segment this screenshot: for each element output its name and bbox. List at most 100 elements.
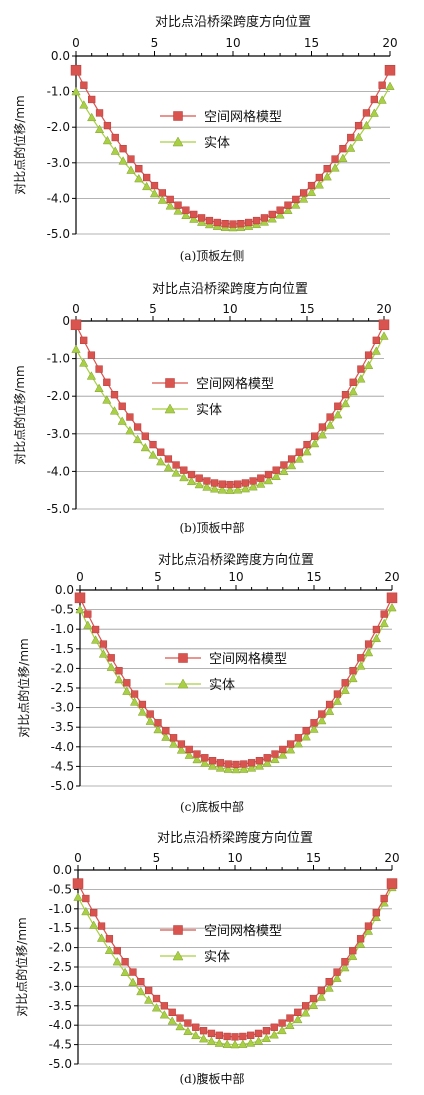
data-point-triangle [363,360,374,369]
data-point-square [160,1002,168,1010]
data-point-square [372,336,380,344]
y-tick-label: -2.5 [49,960,72,974]
data-point-square [216,759,225,767]
data-point-square [364,922,373,930]
x-tick-label: 20 [382,36,397,50]
data-point-square [286,1014,294,1022]
data-point-triangle [299,194,309,203]
data-point-triangle [186,476,197,486]
data-point-triangle [159,1010,169,1019]
y-tick-label: -5.0 [51,779,74,793]
data-point-square [141,432,149,440]
data-point-square [331,155,339,163]
y-tick-label: -2.0 [49,941,72,955]
data-point-square [90,909,98,917]
data-point-triangle [90,635,101,644]
data-point-triangle [285,744,296,754]
data-point-triangle [317,429,328,439]
y-axis-label: 对比点的位移/mm [16,638,31,737]
data-point-triangle [79,100,89,109]
data-point-square [185,745,193,754]
data-point-square [218,480,226,488]
data-point-square [347,133,355,142]
y-tick-label: -3.5 [49,999,72,1013]
data-point-square [210,479,219,487]
data-point-square [270,1023,278,1031]
data-point-square [349,946,357,955]
x-tick-label: 15 [306,851,321,865]
chart-title: 对比点沿桥梁跨度方向位置 [155,14,311,30]
data-point-triangle [387,602,397,612]
data-point-triangle [96,933,107,942]
data-point-triangle [144,995,154,1004]
data-point-square [135,165,143,173]
data-point-triangle [71,344,81,353]
data-point-square [130,690,139,698]
chart-b-plot: 对比点沿桥梁跨度方向位置 0 -1.0 -2.0 -3.0 -4.0 -5.0 0 5 10 15 2… [12,281,392,516]
x-tick-label: 15 [299,302,314,316]
data-point-triangle [167,1016,177,1025]
x-tick-label: 5 [149,302,157,316]
data-point-square [74,592,86,604]
data-point-triangle [301,1008,311,1017]
data-point-square [279,745,287,754]
data-point-triangle [171,468,181,477]
x-tick-label: 20 [384,851,399,865]
x-tick-label: 15 [306,570,321,584]
data-point-triangle [379,618,389,628]
y-tick-label: -4.5 [51,759,74,773]
data-point-triangle [369,108,379,117]
data-point-square [190,210,198,219]
chart-title: 对比点沿桥梁跨度方向位置 [157,830,313,846]
data-point-square [241,479,250,487]
data-point-triangle [163,462,174,472]
data-point-square [294,734,303,742]
data-point-triangle [79,358,89,367]
legend-label: 空间网格模型 [196,376,274,392]
data-point-square [310,719,318,727]
data-point-triangle [314,180,324,189]
data-point-triangle [120,967,130,977]
data-point-triangle [348,951,358,960]
x-tick-label: 10 [222,302,237,316]
data-point-square [323,165,331,173]
legend-label: 空间网格模型 [209,651,287,667]
data-point-square [70,64,82,76]
data-point-triangle [332,973,342,982]
data-point-square [372,909,380,917]
chart-panel-d: 对比点沿桥梁跨度方向位置 0.0 -0.5 -1.0 -1.5 -2.0 -2.5 -3.0 -… [0,826,424,1095]
data-point-triangle [230,1039,240,1049]
data-point-triangle [206,1036,217,1045]
caption-b: (b)顶板中部 [179,521,245,535]
data-point-triangle [215,763,226,772]
data-point-square [318,710,326,718]
legend-triangle-icon [172,950,184,961]
y-tick-label: -1.0 [47,85,70,99]
data-point-square [87,351,96,359]
data-point-square [95,365,103,373]
data-point-triangle [106,662,116,671]
data-point-square [356,935,365,943]
data-point-triangle [348,673,358,683]
data-point-triangle [263,475,274,485]
data-point-square [362,109,371,117]
data-point-square [386,592,398,604]
data-point-triangle [149,188,160,198]
data-point-triangle [207,761,218,770]
data-point-triangle [161,732,171,741]
x-tick-label: 0 [72,36,80,50]
data-point-square [205,216,214,225]
data-point-triangle [168,739,179,748]
data-point-triangle [308,1000,319,1009]
data-point-square [252,216,261,225]
data-point-square [192,1023,200,1031]
data-point-square [180,466,188,474]
data-point-square [325,700,334,709]
data-point-square [199,1027,208,1035]
chart-title: 对比点沿桥梁跨度方向位置 [152,281,308,297]
data-point-triangle [324,706,335,715]
data-point-square [302,727,310,735]
data-point-square [317,986,326,995]
legend-triangle-icon [164,403,176,414]
data-point-triangle [385,81,395,90]
